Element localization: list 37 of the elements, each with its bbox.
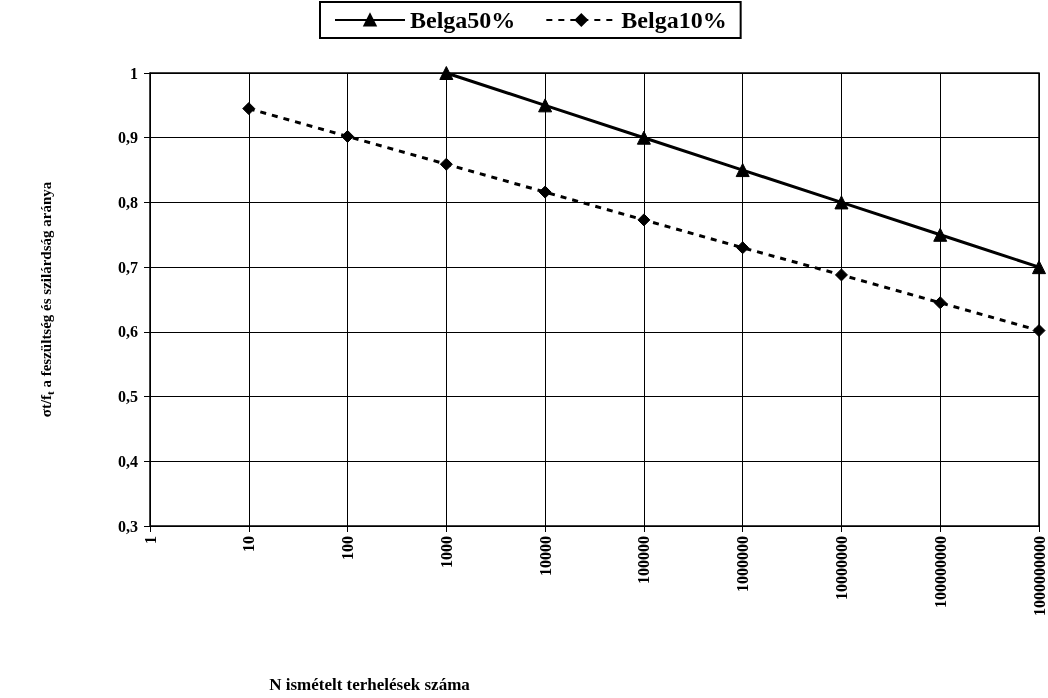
point [538, 98, 553, 113]
point [834, 195, 849, 210]
y-tick-label: 0,5 [118, 388, 138, 406]
x-tick-label: 10 [240, 536, 258, 552]
x-tick-label: 10000000 [832, 536, 850, 600]
point [341, 129, 355, 143]
point [242, 102, 256, 116]
point [736, 241, 750, 255]
legend-label: Belga10% [621, 7, 727, 33]
point [439, 66, 454, 80]
y-tick-label: 1 [130, 64, 138, 82]
y-tick-label: 0,3 [118, 517, 138, 535]
x-tick-label: 1000 [437, 536, 455, 568]
point [834, 268, 848, 282]
point [1032, 260, 1046, 275]
point [735, 163, 750, 178]
point [636, 130, 651, 145]
y-tick-label: 0,9 [118, 129, 138, 147]
x-tick-label: 1 [141, 536, 159, 544]
point [538, 185, 552, 199]
x-tick-label: 100 [339, 536, 357, 560]
point [637, 213, 651, 227]
point [933, 227, 948, 242]
x-tick-label: 1000000 [734, 536, 752, 592]
point [439, 157, 453, 171]
y-tick-label: 0,6 [118, 323, 138, 341]
y-tick-label: 0,7 [118, 258, 138, 276]
point [933, 296, 947, 310]
x-tick-label: 1000000000 [1030, 536, 1048, 616]
x-tick-label: 100000000 [931, 536, 949, 608]
x-axis-title: N ismételt terhelések száma [269, 675, 471, 694]
y-tick-label: 0,8 [118, 193, 138, 211]
point [1032, 324, 1046, 338]
x-tick-label: 100000 [635, 536, 653, 584]
y-tick-label: 0,4 [118, 452, 138, 470]
legend-label: Belga50% [410, 7, 516, 33]
x-tick-label: 10000 [536, 536, 554, 576]
